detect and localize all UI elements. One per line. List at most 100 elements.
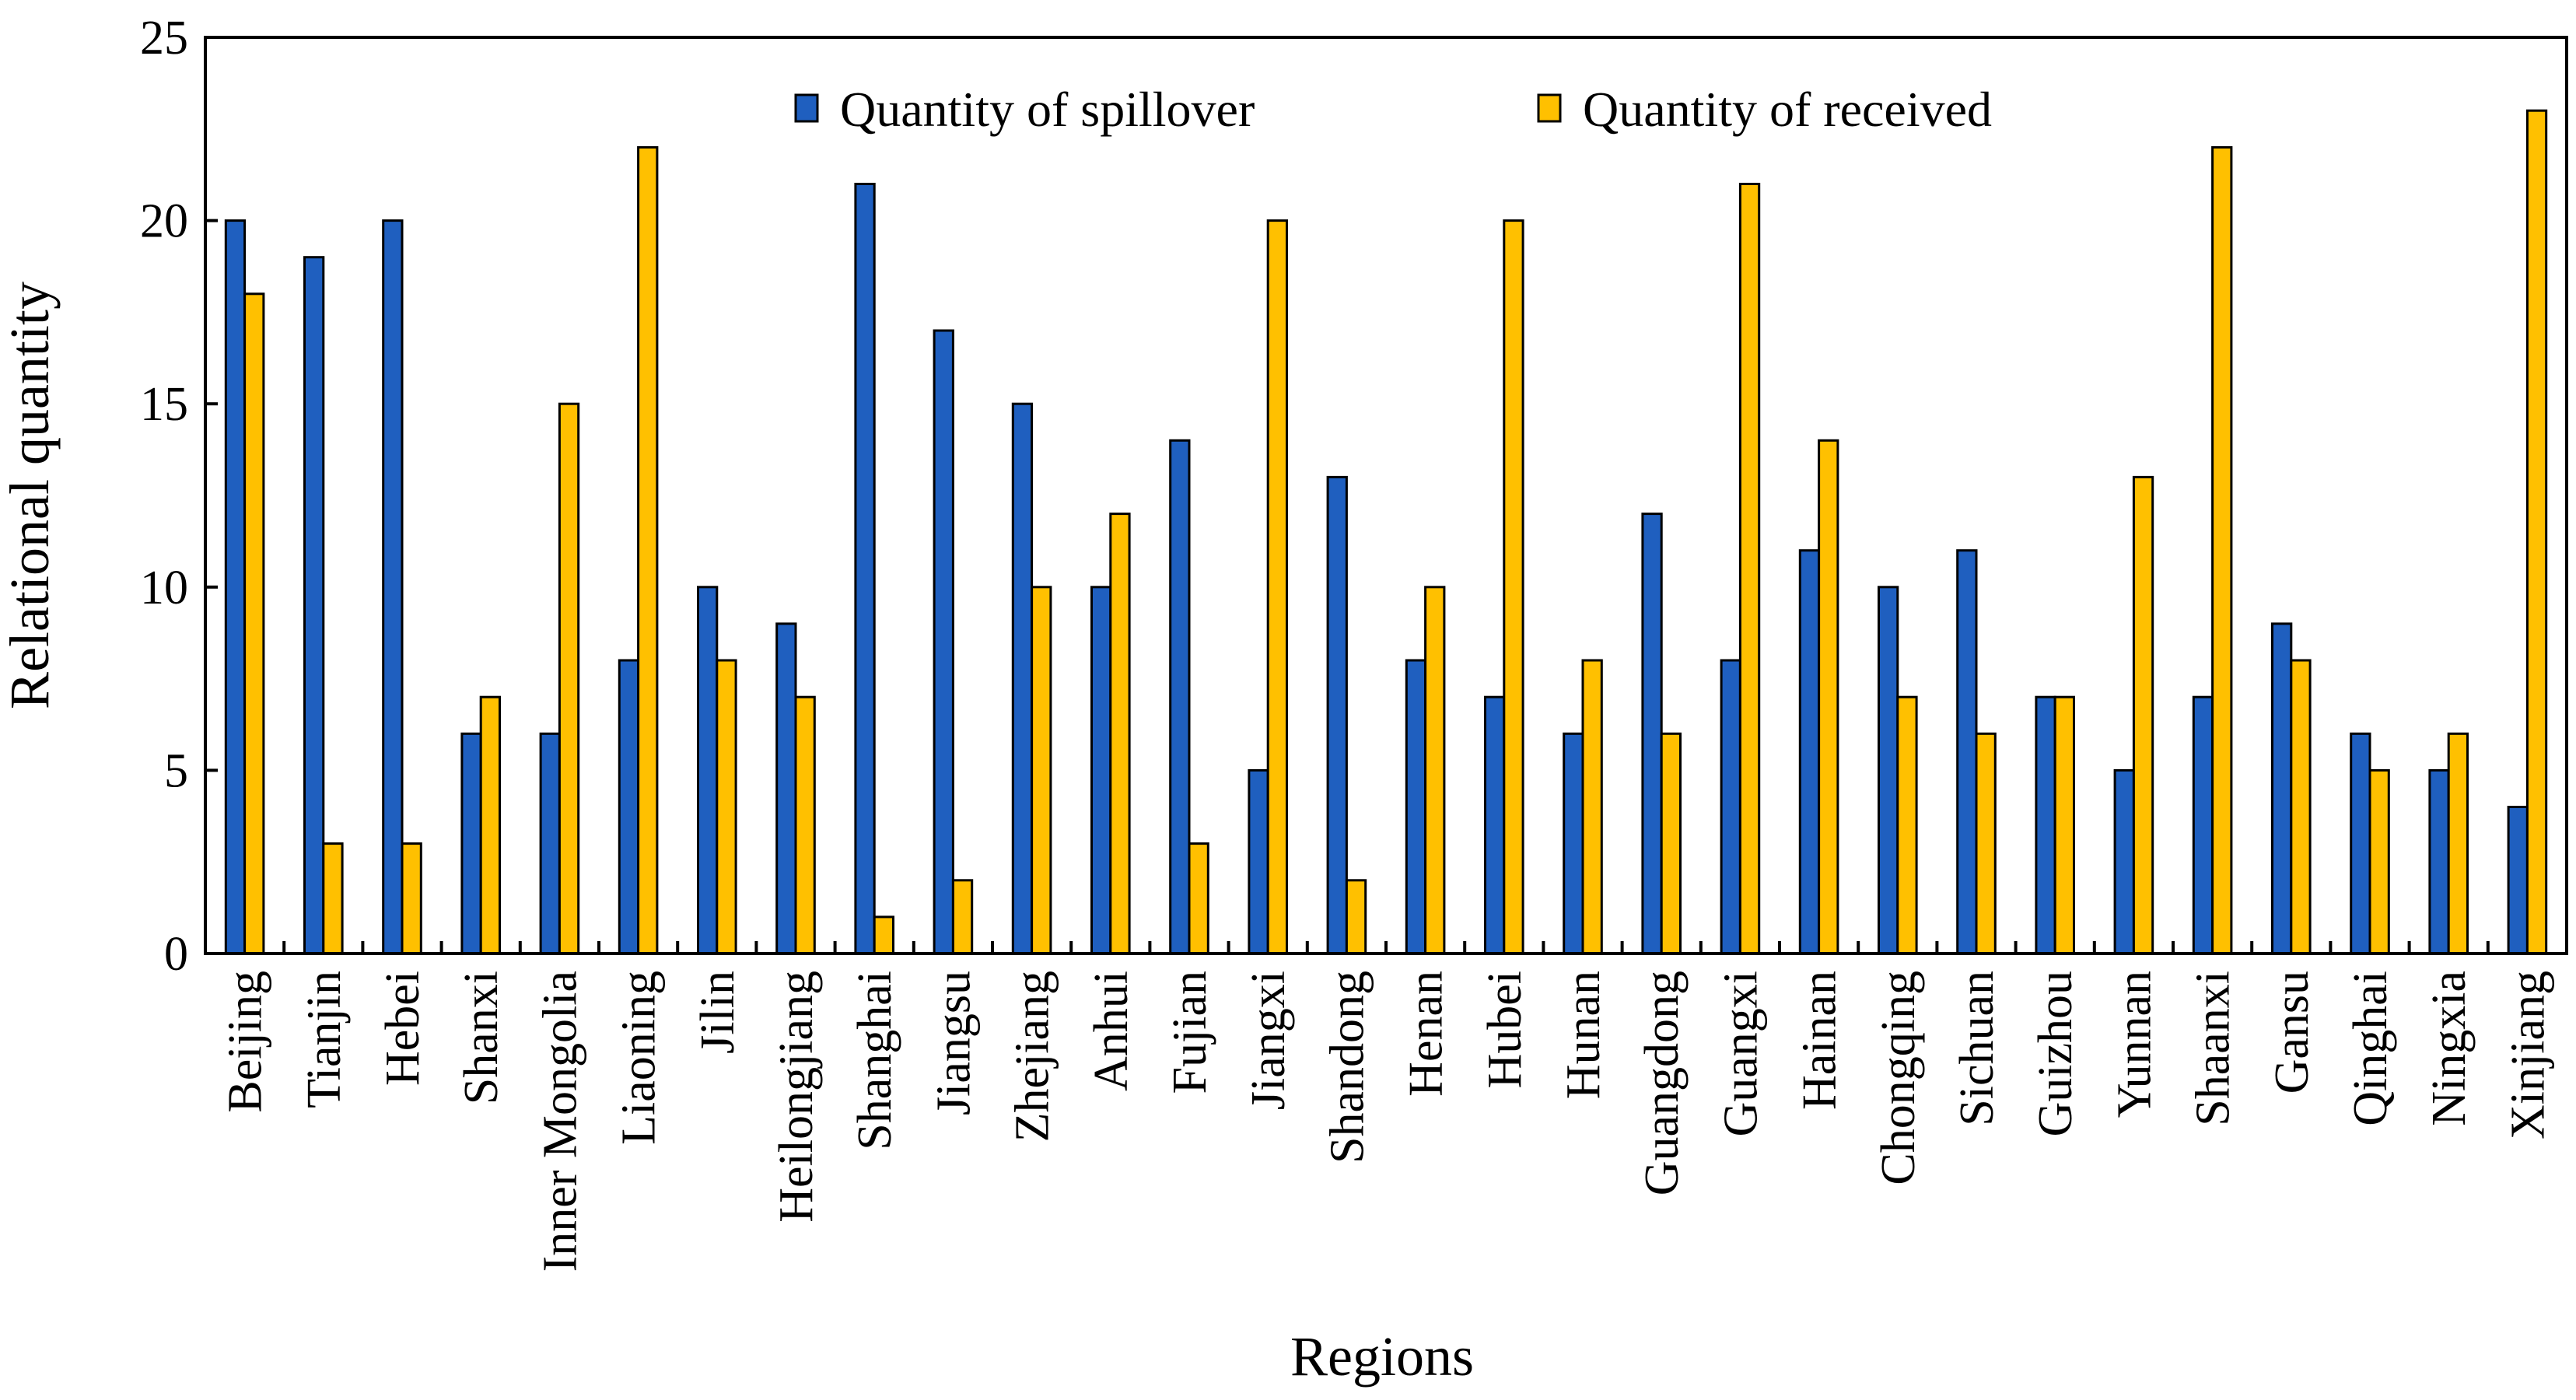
bar-received-shaanxi	[2211, 145, 2233, 955]
bar-spillover-jiangsu	[933, 329, 954, 955]
bar-spillover-hainan	[1798, 549, 1821, 955]
bar-received-yunnan	[2132, 475, 2154, 955]
bar-received-tianjin	[322, 842, 344, 955]
bar-spillover-shaanxi	[2192, 695, 2214, 955]
x-tick-label: Jiangxi	[1242, 971, 1295, 1110]
x-tick-label: Hubei	[1479, 971, 1531, 1089]
x-tick-label: Qinghai	[2344, 971, 2397, 1126]
legend-label-received: Quantity of received	[1583, 82, 1992, 137]
bar-received-shanghai	[873, 915, 894, 955]
legend-swatch-spillover	[794, 93, 819, 123]
bar-spillover-hunan	[1563, 732, 1584, 955]
x-tick-label: Xinjiang	[2501, 971, 2554, 1139]
legend-swatch-received	[1537, 93, 1562, 123]
bar-spillover-guizhou	[2035, 695, 2056, 955]
bar-received-sichuan	[1975, 732, 1997, 955]
x-tick-label: Beijing	[219, 971, 272, 1113]
bar-received-ningxia	[2447, 732, 2469, 955]
bar-spillover-liaoning	[618, 659, 640, 955]
x-tick-label: Hainan	[1794, 971, 1846, 1110]
x-tick-label: Anhui	[1085, 971, 1138, 1091]
bar-received-shanxi	[479, 695, 502, 955]
bar-spillover-inner-mongolia	[539, 732, 561, 955]
bar-received-heilongjiang	[794, 695, 816, 955]
x-tick-label: Yunnan	[2108, 971, 2161, 1118]
bar-received-inner-mongolia	[558, 402, 580, 955]
y-tick-label: 10	[140, 562, 188, 614]
bar-spillover-heilongjiang	[775, 622, 797, 955]
bar-spillover-jiangxi	[1248, 768, 1269, 955]
y-tick-label: 20	[140, 195, 188, 248]
y-tick-labels: 0 5 10 15 20 25	[140, 12, 188, 981]
x-tick-label: Henan	[1400, 971, 1453, 1097]
bar-spillover-guangxi	[1720, 659, 1741, 955]
bars-group	[224, 109, 2548, 955]
bar-received-hubei	[1503, 219, 1524, 955]
x-tick-label: Shanghai	[849, 971, 901, 1150]
bar-spillover-ningxia	[2428, 768, 2450, 955]
x-axis-title: Regions	[1290, 1325, 1474, 1388]
bar-received-guangdong	[1660, 732, 1682, 955]
x-tick-label: Zhejiang	[1006, 971, 1059, 1142]
bar-spillover-shanxi	[460, 732, 482, 955]
x-tick-label: Hebei	[376, 971, 429, 1086]
x-tick-label: Inner Mongolia	[534, 971, 586, 1272]
bar-received-hainan	[1818, 439, 1839, 955]
bar-spillover-shanghai	[854, 183, 876, 955]
y-axis-title: Relational quantity	[0, 282, 61, 709]
bar-spillover-beijing	[224, 219, 247, 955]
bar-received-qinghai	[2368, 768, 2390, 955]
y-tick-label: 25	[140, 12, 188, 65]
bar-spillover-zhejiang	[1011, 402, 1034, 955]
bar-received-henan	[1424, 586, 1446, 955]
bar-received-guangxi	[1738, 183, 1761, 955]
x-tick-label: Guizhou	[2029, 971, 2082, 1137]
x-tick-label: Tianjin	[298, 971, 351, 1108]
bar-spillover-anhui	[1090, 586, 1112, 955]
x-tick-label: Shanxi	[455, 971, 508, 1104]
bar-received-liaoning	[637, 145, 659, 955]
bar-spillover-jilin	[697, 586, 719, 955]
bar-received-hebei	[401, 842, 422, 955]
bar-spillover-gansu	[2271, 622, 2293, 955]
legend-label-spillover: Quantity of spillover	[840, 82, 1255, 137]
axes-group	[204, 36, 2568, 955]
x-tick-labels: Beijing Tianjin Hebei Shanxi Inner Mongolia L…	[219, 971, 2555, 1272]
x-tick-label: Sichuan	[1951, 971, 2004, 1126]
bar-received-jiangxi	[1266, 219, 1288, 955]
x-tick-label: Ningxia	[2423, 971, 2476, 1126]
bar-received-hunan	[1581, 659, 1603, 955]
bar-spillover-fujian	[1169, 439, 1191, 955]
bar-received-gansu	[2290, 659, 2312, 955]
bar-spillover-guangdong	[1641, 513, 1663, 955]
x-tick-label: Guangdong	[1636, 971, 1689, 1195]
bar-received-jilin	[716, 659, 737, 955]
x-tick-label: Liaoning	[613, 971, 666, 1145]
x-tick-label: Jiangsu	[927, 971, 980, 1115]
x-tick-label: Fujian	[1164, 971, 1216, 1094]
bar-spillover-tianjin	[303, 256, 325, 955]
bar-received-fujian	[1188, 842, 1209, 955]
bar-spillover-xinjiang	[2507, 806, 2529, 955]
bar-spillover-yunnan	[2113, 768, 2135, 955]
x-tick-label: Heilongjiang	[770, 971, 823, 1223]
bar-received-beijing	[243, 292, 265, 955]
bar-received-anhui	[1109, 513, 1131, 955]
bar-received-chongqing	[1896, 695, 1918, 955]
bar-spillover-chongqing	[1878, 586, 1899, 955]
x-tick-label: Gansu	[2266, 971, 2319, 1094]
x-tick-label: Guangxi	[1714, 971, 1767, 1137]
bar-spillover-shandong	[1326, 475, 1348, 955]
x-tick-label: Shaanxi	[2187, 971, 2240, 1126]
legend: Quantity of spillover Quantity of receiv…	[794, 82, 1992, 137]
x-tick-label: Hunan	[1557, 971, 1610, 1099]
y-tick-label: 0	[164, 928, 188, 981]
bar-spillover-sichuan	[1956, 549, 1978, 955]
bar-spillover-qinghai	[2350, 732, 2371, 955]
bar-received-xinjiang	[2525, 109, 2548, 955]
bar-spillover-hebei	[382, 219, 404, 955]
x-tick-label: Chongqing	[1872, 971, 1925, 1185]
bar-received-zhejiang	[1031, 586, 1052, 955]
bar-received-jiangsu	[951, 879, 974, 955]
